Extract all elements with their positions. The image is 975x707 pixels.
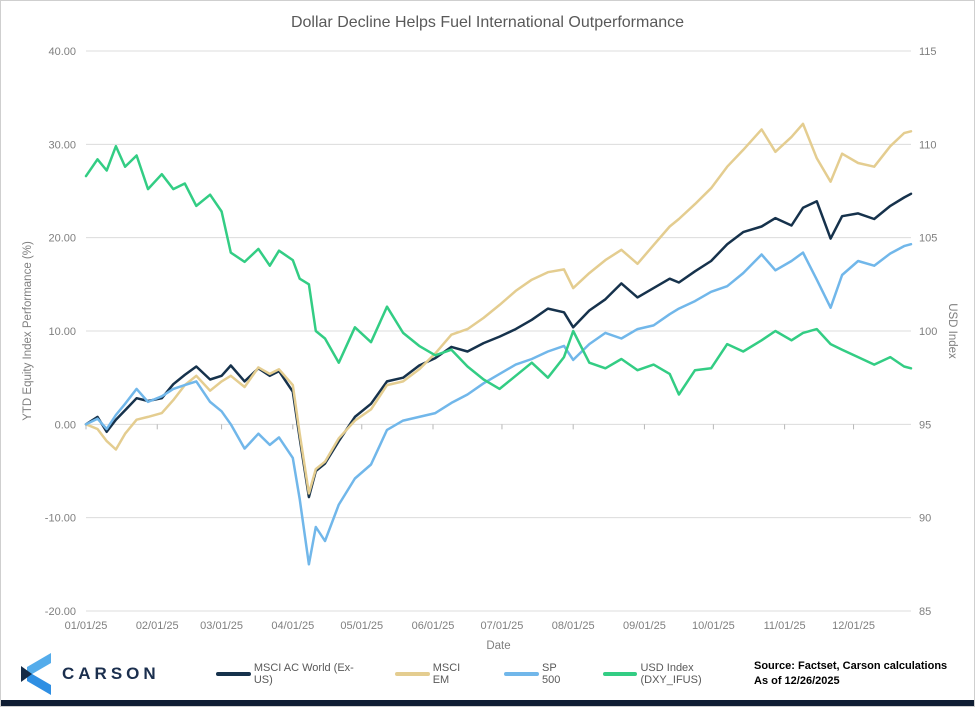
x-axis-title: Date — [486, 640, 510, 652]
right-axis-tick-label: 110 — [919, 139, 937, 151]
x-axis-tick-label: 09/01/25 — [623, 620, 666, 632]
legend-label: SP 500 — [541, 662, 561, 686]
x-axis-tick-label: 08/01/25 — [552, 620, 595, 632]
right-axis-title: USD Index — [946, 303, 958, 359]
legend-label: USD Index (DXY_IFUS) — [640, 662, 702, 686]
x-axis-tick-label: 01/01/25 — [65, 620, 108, 632]
series-line-sp-500 — [84, 242, 913, 566]
left-axis-tick-label: 40.00 — [48, 46, 76, 58]
right-axis-tick-label: 85 — [919, 606, 931, 618]
left-axis-tick-label: 30.00 — [48, 139, 76, 151]
x-axis-tick-label: 10/01/25 — [692, 620, 735, 632]
legend-item: USD Index (DXY_IFUS) — [602, 662, 754, 686]
series-line-msci-ac-world-ex-us- — [84, 192, 913, 499]
as-of-line: As of 12/26/2025 — [754, 675, 840, 687]
x-axis-tick-label: 07/01/25 — [481, 620, 524, 632]
footer: CARSON MSCI AC World (Ex-US) MSCI EM SP 50… — [1, 649, 974, 699]
carson-logo-icon — [21, 653, 51, 695]
left-axis-title: YTD Equity Index Performance (%) — [22, 241, 34, 421]
legend-item: SP 500 — [504, 662, 576, 686]
x-axis-tick-label: 05/01/25 — [340, 620, 383, 632]
legend-swatch — [504, 672, 539, 676]
legend-swatch — [394, 672, 430, 676]
carson-logo-text: CARSON — [62, 664, 160, 683]
left-axis-tick-label: -20.00 — [45, 606, 76, 618]
legend-swatch — [602, 672, 638, 676]
right-axis-tick-label: 95 — [919, 419, 931, 431]
legend: MSCI AC World (Ex-US) MSCI EM SP 500 USD In… — [216, 662, 754, 686]
bottom-stripe — [1, 700, 974, 706]
x-axis-tick-label: 11/01/25 — [764, 620, 806, 632]
left-axis-tick-label: -10.00 — [45, 513, 76, 525]
right-axis-tick-label: 90 — [919, 513, 931, 525]
chart-title: Dollar Decline Helps Fuel International … — [290, 14, 685, 31]
left-axis-tick-label: 0.00 — [55, 419, 76, 431]
series-line-msci-em — [84, 122, 913, 495]
right-axis-tick-label: 115 — [919, 46, 937, 58]
carson-logo: CARSON — [1, 653, 216, 695]
series-line-usd-index-dxy-ifus- — [84, 144, 913, 396]
x-axis-tick-label: 06/01/25 — [412, 620, 455, 632]
right-axis-tick-label: 100 — [919, 326, 937, 338]
legend-item: MSCI EM — [394, 662, 478, 686]
legend-item: MSCI AC World (Ex-US) — [216, 662, 369, 686]
legend-label: MSCI EM — [432, 662, 461, 686]
source-line: Source: Factset, Carson calculations — [754, 660, 948, 673]
legend-swatch — [216, 672, 251, 676]
x-axis-tick-label: 12/01/25 — [832, 620, 875, 632]
left-axis-tick-label: 20.00 — [48, 233, 76, 245]
x-axis-tick-label: 04/01/25 — [271, 620, 314, 632]
right-axis-tick-label: 105 — [919, 233, 937, 245]
line-chart: 40.00 115 30.00 110 20.00 105 10.00 100 0.00 95 -1… — [22, 46, 958, 652]
x-axis-tick-label: 02/01/25 — [136, 620, 179, 632]
source-note: Source: Factset, Carson calculations As … — [754, 659, 974, 689]
x-axis-tick-label: 03/01/25 — [200, 620, 243, 632]
legend-label: MSCI AC World (Ex-US) — [253, 662, 354, 686]
left-axis-tick-label: 10.00 — [48, 326, 76, 338]
